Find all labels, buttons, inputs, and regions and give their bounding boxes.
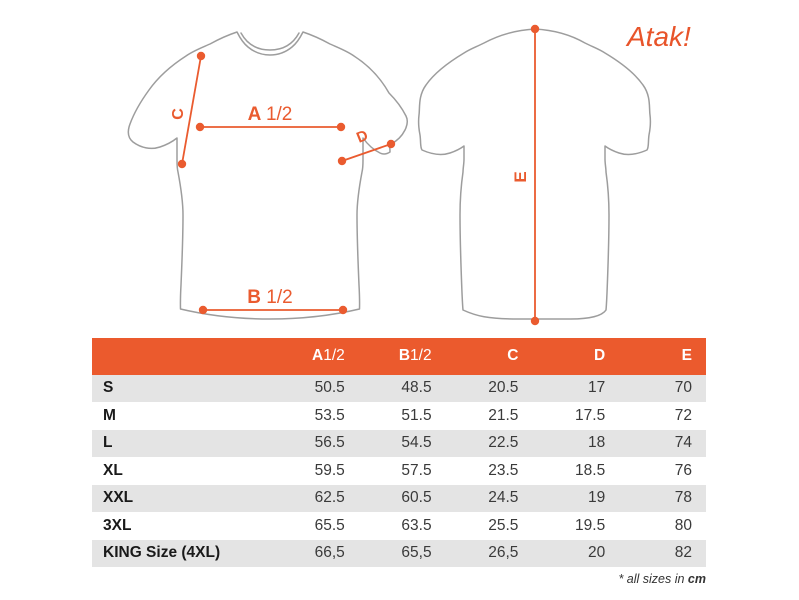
svg-text:E: E	[511, 171, 530, 182]
svg-text:A 1/2: A 1/2	[248, 104, 293, 125]
svg-text:B 1/2: B 1/2	[247, 287, 292, 308]
svg-text:Atak!: Atak!	[625, 21, 691, 52]
svg-text:C: C	[170, 108, 187, 120]
